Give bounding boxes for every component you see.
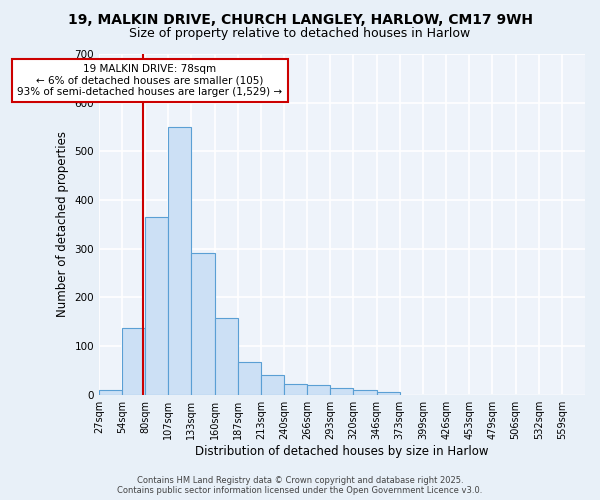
Text: Contains HM Land Registry data © Crown copyright and database right 2025.
Contai: Contains HM Land Registry data © Crown c… [118, 476, 482, 495]
Bar [215, 318, 238, 394]
Bar [191, 253, 215, 394]
Bar [238, 362, 261, 394]
Bar [99, 390, 122, 394]
Bar [284, 384, 307, 394]
Bar [331, 388, 353, 394]
Bar [145, 217, 168, 394]
Text: 19, MALKIN DRIVE, CHURCH LANGLEY, HARLOW, CM17 9WH: 19, MALKIN DRIVE, CHURCH LANGLEY, HARLOW… [67, 12, 533, 26]
Bar [353, 390, 377, 394]
Text: 19 MALKIN DRIVE: 78sqm
← 6% of detached houses are smaller (105)
93% of semi-det: 19 MALKIN DRIVE: 78sqm ← 6% of detached … [17, 64, 283, 97]
Bar [122, 328, 145, 394]
Y-axis label: Number of detached properties: Number of detached properties [56, 132, 69, 318]
Bar [261, 375, 284, 394]
Bar [377, 392, 400, 394]
X-axis label: Distribution of detached houses by size in Harlow: Distribution of detached houses by size … [195, 444, 488, 458]
Bar [168, 128, 191, 394]
Text: Size of property relative to detached houses in Harlow: Size of property relative to detached ho… [130, 28, 470, 40]
Bar [307, 385, 331, 394]
